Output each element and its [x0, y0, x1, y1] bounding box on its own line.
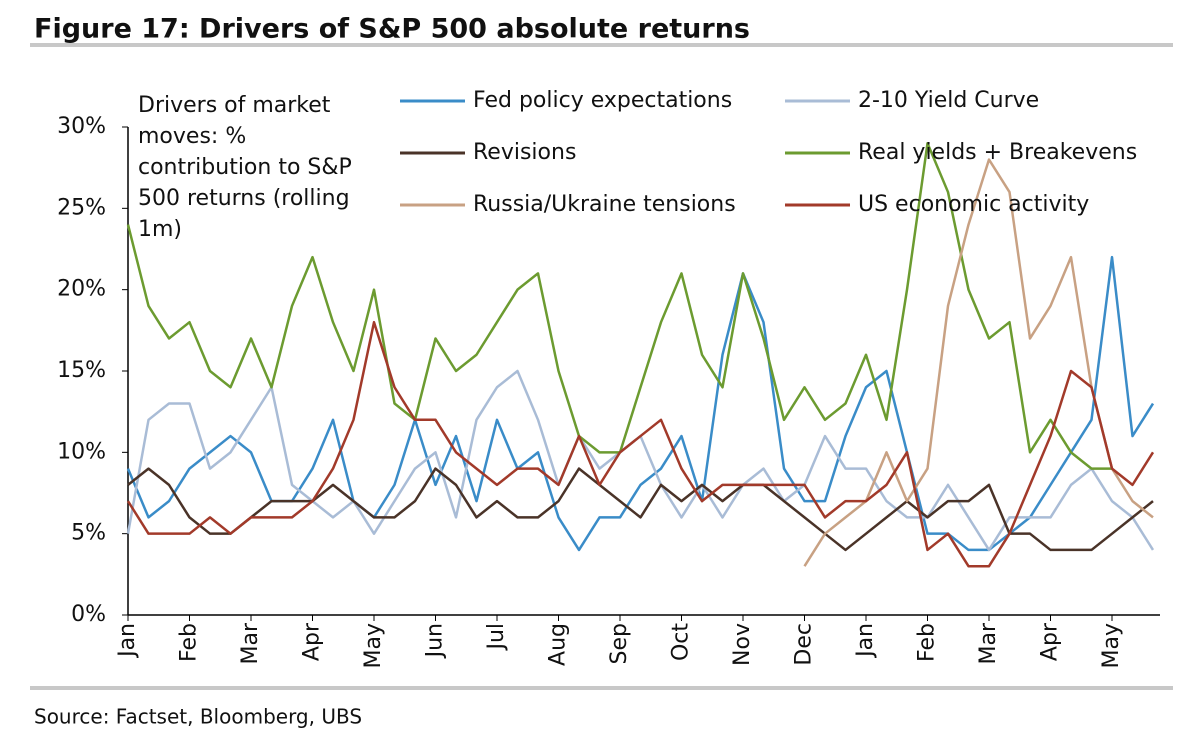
- y-tick-label: 0%: [71, 602, 106, 627]
- y-tick-label: 5%: [71, 521, 106, 546]
- y-tick-label: 10%: [57, 439, 106, 464]
- footer-rule: [30, 686, 1173, 690]
- legend-label: Fed policy expectations: [473, 88, 732, 113]
- legend-label: Revisions: [473, 140, 576, 165]
- x-tick-label: Apr: [1038, 622, 1063, 661]
- x-tick-label: Sep: [607, 623, 632, 664]
- x-tick-label: Jun: [423, 623, 448, 659]
- x-tick-label: Jul: [484, 623, 509, 652]
- series-line: [126, 369, 1155, 552]
- source: Source: Factset, Bloomberg, UBS: [34, 705, 362, 729]
- x-tick-label: Jan: [853, 623, 878, 659]
- title-rule: [30, 43, 1173, 47]
- x-tick-label: Aug: [546, 623, 571, 666]
- y-tick-label: 15%: [57, 358, 106, 383]
- x-tick-label: May: [361, 623, 386, 668]
- x-tick-label: Oct: [669, 623, 694, 661]
- x-tick-label: Mar: [976, 622, 1001, 664]
- legend-label: Russia/Ukraine tensions: [473, 192, 736, 217]
- series-line: [803, 158, 1154, 567]
- x-tick-label: Dec: [792, 623, 817, 666]
- y-tick-label: 20%: [57, 277, 106, 302]
- series-line: [126, 255, 1155, 552]
- x-tick-label: Jan: [115, 623, 140, 659]
- series-line: [127, 467, 1154, 552]
- series-line: [126, 320, 1155, 568]
- x-tick-label: Feb: [177, 623, 202, 662]
- x-tick-label: Nov: [730, 623, 755, 666]
- x-tick-label: Apr: [300, 622, 325, 661]
- x-tick-label: Feb: [915, 623, 940, 662]
- x-tick-label: Mar: [238, 622, 263, 664]
- annotation: Drivers of market moves: % contribution …: [138, 93, 352, 242]
- legend-label: 2-10 Yield Curve: [858, 88, 1039, 113]
- chart-title: Figure 17: Drivers of S&P 500 absolute r…: [34, 14, 750, 45]
- y-tick-label: 30%: [57, 114, 106, 139]
- legend-label: US economic activity: [858, 192, 1089, 217]
- x-tick-label: May: [1099, 623, 1124, 668]
- y-tick-label: 25%: [57, 195, 106, 220]
- legend-label: Real yields + Breakevens: [858, 140, 1137, 165]
